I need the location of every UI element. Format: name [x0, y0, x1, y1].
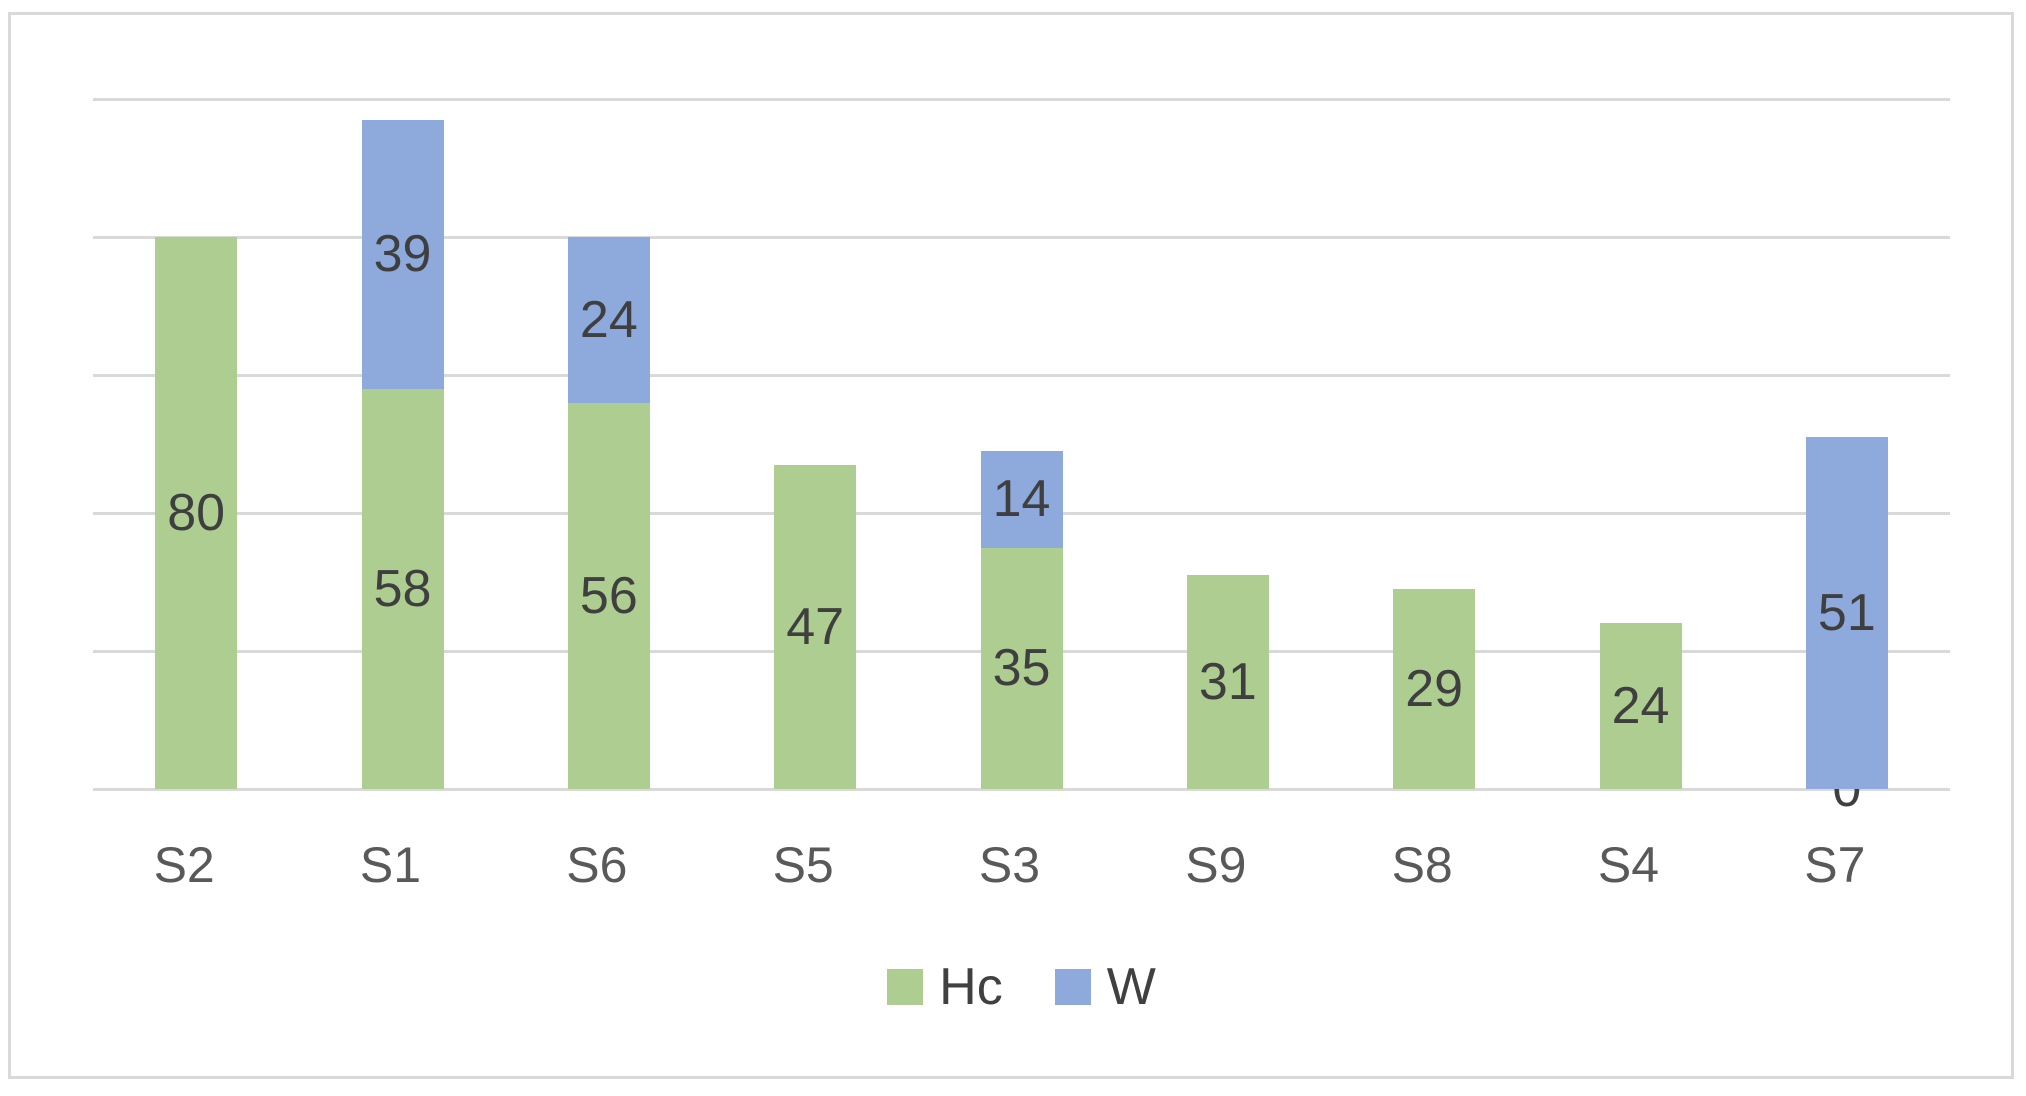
legend-label-hc: Hc	[939, 958, 1003, 1016]
gridline-60	[93, 373, 1950, 377]
bar-segment-hc-s4	[1599, 623, 1682, 789]
category-label-s2: S2	[153, 837, 215, 893]
data-label-hc-s4: 24	[1611, 677, 1670, 736]
bar-segment-hc-s5	[774, 464, 857, 789]
data-label-w-s3: 14	[992, 470, 1051, 529]
bar-s9: 31	[1186, 99, 1269, 789]
bar-segment-hc-s6	[567, 402, 650, 789]
legend-swatch-hc-icon	[887, 969, 924, 1005]
category-label-s9: S9	[1185, 837, 1247, 893]
gridline-0	[93, 787, 1950, 791]
data-label-hc-s6: 56	[579, 566, 638, 625]
gridline-80	[93, 235, 1950, 239]
data-label-hc-s5: 47	[786, 597, 845, 656]
bar-s3: 35 14	[980, 99, 1063, 789]
bar-s4: 24	[1599, 99, 1682, 789]
data-label-hc-s3: 35	[992, 639, 1051, 698]
plot-area: 80 58 39 56 24 47 35 14 31 29 24 0 51	[93, 97, 1950, 815]
category-label-s6: S6	[566, 837, 628, 893]
bar-segment-w-s6	[567, 237, 650, 403]
data-label-hc-s9: 31	[1198, 653, 1257, 712]
bar-segment-w-s3	[980, 450, 1063, 548]
bar-s8: 29	[1393, 99, 1476, 789]
category-label-s1: S1	[359, 837, 422, 893]
chart-frame: 80 58 39 56 24 47 35 14 31 29 24 0 51 Hc W S2 S1 S6 S5 S…	[8, 12, 2014, 1079]
data-label-hc-s8: 29	[1405, 659, 1464, 718]
category-label-s3: S3	[978, 837, 1041, 893]
data-label-hc-s1: 58	[373, 559, 432, 618]
bar-s2: 80	[155, 99, 238, 789]
category-label-s4: S4	[1597, 837, 1660, 893]
legend-swatch-w-icon	[1054, 969, 1091, 1005]
bar-segment-hc-s2	[155, 237, 238, 789]
bar-s6: 56 24	[567, 99, 650, 789]
legend-label-w: W	[1106, 958, 1156, 1016]
data-label-hc-s2: 80	[167, 484, 226, 542]
data-label-w-s7: 51	[1817, 584, 1876, 643]
chart-legend: Hc W	[93, 957, 1950, 1017]
bar-segment-w-s7	[1805, 437, 1888, 789]
category-label-s8: S8	[1391, 837, 1453, 893]
bar-segment-w-s1	[361, 119, 444, 389]
gridline-100	[93, 97, 1950, 101]
category-label-s7: S7	[1804, 837, 1866, 893]
bar-segment-hc-s1	[361, 388, 444, 789]
data-label-w-s6: 24	[579, 290, 638, 349]
bar-segment-hc-s9	[1186, 575, 1269, 789]
bar-segment-hc-s8	[1393, 588, 1476, 789]
data-label-w-s1: 39	[373, 225, 432, 284]
legend-item-w: W	[1054, 958, 1156, 1016]
category-label-s5: S5	[772, 837, 834, 893]
legend-item-hc: Hc	[887, 961, 1003, 1013]
bar-s5: 47	[774, 99, 857, 789]
bar-segment-hc-s3	[980, 547, 1063, 789]
bar-s7: 0 51	[1805, 99, 1888, 815]
bar-s1: 58 39	[361, 99, 444, 789]
